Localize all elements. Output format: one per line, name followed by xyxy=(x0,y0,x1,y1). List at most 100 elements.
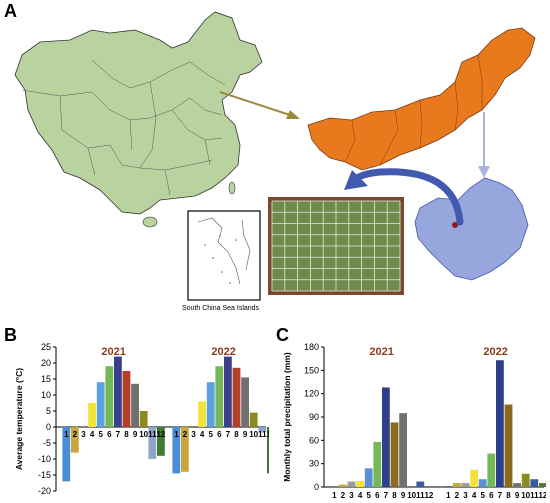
x-tick-label: 3 xyxy=(349,491,354,500)
x-tick-label: 10 xyxy=(407,491,416,500)
x-tick-label: 4 xyxy=(472,491,477,500)
y-axis-label: Average temperature (°C) xyxy=(14,368,24,470)
x-tick-label: 6 xyxy=(217,430,222,439)
y-tick-label: 10 xyxy=(41,390,51,400)
x-tick-label: 8 xyxy=(234,430,239,439)
x-tick-label: 5 xyxy=(98,430,103,439)
x-tick-label: 7 xyxy=(116,430,121,439)
x-tick-label: 3 xyxy=(463,491,468,500)
y-tick-label: -15 xyxy=(38,470,51,480)
x-tick-label: 9 xyxy=(133,430,138,439)
bar xyxy=(71,427,79,453)
x-tick-label: 11 xyxy=(416,491,425,500)
bar xyxy=(487,453,496,487)
x-tick-label: 10 xyxy=(139,430,148,439)
y-tick-label: 5 xyxy=(46,406,51,416)
taiwan-island xyxy=(228,181,236,195)
x-tick-label: 1 xyxy=(446,491,451,500)
bar xyxy=(122,371,131,427)
bar xyxy=(215,366,224,427)
bar xyxy=(416,481,425,487)
x-tick-label: 4 xyxy=(358,491,363,500)
x-tick-label: 8 xyxy=(506,491,511,500)
x-tick-label: 2 xyxy=(341,491,346,500)
x-tick-label: 6 xyxy=(489,491,494,500)
panel-label-c: C xyxy=(276,325,289,345)
bar xyxy=(530,479,539,487)
bar xyxy=(478,479,487,487)
bar xyxy=(181,427,189,472)
bar xyxy=(258,427,267,432)
y-tick-label: -10 xyxy=(38,454,51,464)
bar xyxy=(148,427,157,459)
x-tick-label: 9 xyxy=(243,430,248,439)
bar xyxy=(382,387,390,487)
panel-label-a: A xyxy=(4,1,17,21)
field-plot-photo xyxy=(268,197,404,295)
plot-grid xyxy=(271,200,401,292)
y-tick-label: 150 xyxy=(304,365,319,375)
china-outline xyxy=(14,11,263,215)
y-tick-label: 120 xyxy=(304,389,319,399)
x-tick-label: 9 xyxy=(515,491,520,500)
study-area-outline xyxy=(414,177,529,281)
bar xyxy=(453,483,461,487)
inset-caption: South China Sea Islands xyxy=(182,305,260,312)
bar xyxy=(521,473,530,487)
bar xyxy=(267,427,269,474)
y-axis-label: Monthly total precipitation (mm) xyxy=(282,352,292,482)
series-name-label: 2022 xyxy=(211,346,235,358)
x-tick-label: 10 xyxy=(521,491,530,500)
y-tick-label: 0 xyxy=(46,422,51,432)
x-tick-label: 8 xyxy=(392,491,397,500)
y-tick-label: -5 xyxy=(43,438,51,448)
inner-mongolia-map xyxy=(307,27,536,171)
hainan-island xyxy=(142,216,158,228)
x-tick-label: 1 xyxy=(332,491,337,500)
bar xyxy=(496,360,504,487)
bar xyxy=(513,483,521,487)
y-tick-label: 30 xyxy=(309,459,319,469)
x-tick-label: 12 xyxy=(538,491,546,500)
bar xyxy=(249,412,258,427)
y-tick-label: 90 xyxy=(309,412,319,422)
x-tick-label: 12 xyxy=(266,430,269,439)
study-area-map xyxy=(414,177,529,281)
x-tick-label: 9 xyxy=(401,491,406,500)
panel-label-b: B xyxy=(4,325,17,345)
x-tick-label: 11 xyxy=(148,430,157,439)
x-tick-label: 7 xyxy=(498,491,503,500)
x-tick-label: 2 xyxy=(455,491,460,500)
bar xyxy=(470,469,478,487)
study-site-marker xyxy=(452,222,458,228)
panel-a-maps xyxy=(14,11,536,301)
x-tick-label: 7 xyxy=(226,430,231,439)
bar xyxy=(339,484,347,487)
y-tick-label: 180 xyxy=(304,342,319,352)
bar xyxy=(62,427,71,482)
x-tick-label: 12 xyxy=(424,491,433,500)
x-tick-label: 11 xyxy=(258,430,267,439)
province-borders xyxy=(21,59,226,196)
bar xyxy=(114,356,122,427)
series-name-label: 2022 xyxy=(483,346,507,358)
y-tick-label: -20 xyxy=(38,486,51,496)
bar xyxy=(198,401,206,427)
bar xyxy=(131,383,139,427)
bar xyxy=(539,483,546,487)
bar xyxy=(399,413,407,487)
bar xyxy=(224,356,232,427)
precipitation-chart: 0 30 60 90 120 150 180 Monthly total precipitat… xyxy=(282,342,546,500)
x-tick-label: 11 xyxy=(530,491,539,500)
curved-arrow-to-photo xyxy=(344,168,464,226)
south-china-sea-inset xyxy=(187,210,261,301)
bar xyxy=(356,480,364,487)
x-tick-label: 5 xyxy=(366,491,371,500)
bar xyxy=(96,382,105,427)
y-tick-label: 20 xyxy=(41,358,51,368)
y-tick-label: 60 xyxy=(309,435,319,445)
x-tick-label: 4 xyxy=(200,430,205,439)
x-tick-label: 10 xyxy=(249,430,258,439)
bar xyxy=(206,382,215,427)
